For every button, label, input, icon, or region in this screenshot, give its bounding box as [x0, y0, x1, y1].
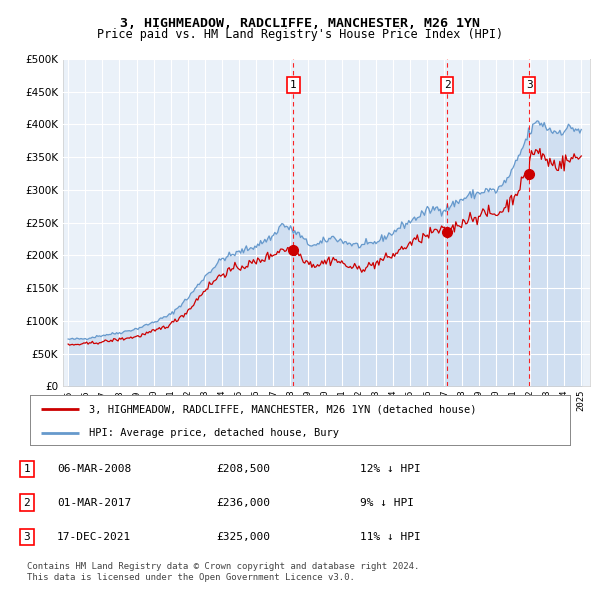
Text: This data is licensed under the Open Government Licence v3.0.: This data is licensed under the Open Gov…	[27, 572, 355, 582]
Text: 9% ↓ HPI: 9% ↓ HPI	[360, 498, 414, 507]
Text: 1: 1	[23, 464, 31, 474]
Text: 17-DEC-2021: 17-DEC-2021	[57, 532, 131, 542]
Text: 11% ↓ HPI: 11% ↓ HPI	[360, 532, 421, 542]
Text: 01-MAR-2017: 01-MAR-2017	[57, 498, 131, 507]
Text: HPI: Average price, detached house, Bury: HPI: Average price, detached house, Bury	[89, 428, 340, 438]
Text: 3, HIGHMEADOW, RADCLIFFE, MANCHESTER, M26 1YN (detached house): 3, HIGHMEADOW, RADCLIFFE, MANCHESTER, M2…	[89, 404, 477, 414]
Text: £208,500: £208,500	[216, 464, 270, 474]
Text: 3: 3	[23, 532, 31, 542]
Text: Contains HM Land Registry data © Crown copyright and database right 2024.: Contains HM Land Registry data © Crown c…	[27, 562, 419, 571]
Text: 2: 2	[444, 80, 451, 90]
Text: 3: 3	[526, 80, 533, 90]
Text: 3, HIGHMEADOW, RADCLIFFE, MANCHESTER, M26 1YN: 3, HIGHMEADOW, RADCLIFFE, MANCHESTER, M2…	[120, 17, 480, 30]
Text: 06-MAR-2008: 06-MAR-2008	[57, 464, 131, 474]
Text: 12% ↓ HPI: 12% ↓ HPI	[360, 464, 421, 474]
Text: £236,000: £236,000	[216, 498, 270, 507]
Text: 1: 1	[290, 80, 297, 90]
Text: 2: 2	[23, 498, 31, 507]
Text: Price paid vs. HM Land Registry's House Price Index (HPI): Price paid vs. HM Land Registry's House …	[97, 28, 503, 41]
Text: £325,000: £325,000	[216, 532, 270, 542]
